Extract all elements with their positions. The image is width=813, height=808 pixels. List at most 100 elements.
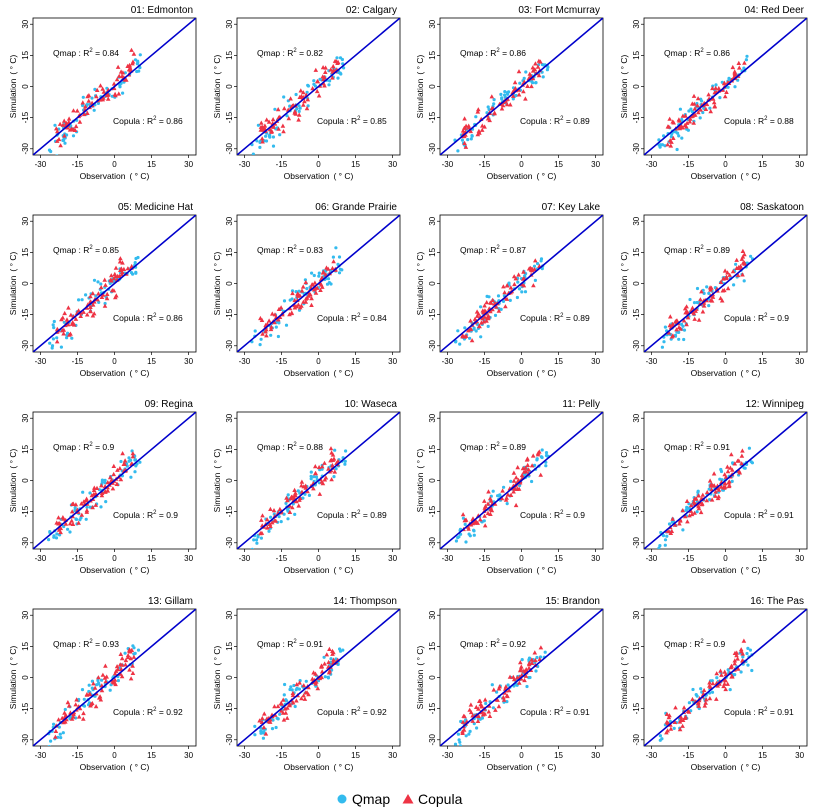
- qmap-point: [741, 655, 745, 659]
- copula-point: [322, 83, 327, 88]
- copula-point: [313, 681, 318, 686]
- copula-point: [485, 501, 491, 506]
- y-tick-label: -15: [21, 308, 30, 320]
- x-tick-label: 15: [351, 160, 360, 169]
- copula-point: [706, 92, 711, 97]
- qmap-point: [133, 261, 137, 265]
- qmap-point: [469, 137, 473, 141]
- copula-point: [531, 283, 536, 288]
- copula-point: [523, 96, 528, 101]
- copula-point: [313, 470, 318, 476]
- qmap-point: [47, 157, 50, 160]
- qmap-point: [312, 475, 316, 479]
- copula-point: [712, 103, 718, 108]
- copula-r2-note: Copula : R2 = 0.92: [317, 707, 387, 717]
- copula-point: [477, 698, 482, 703]
- copula-point: [488, 511, 493, 516]
- copula-point: [470, 713, 475, 718]
- qmap-point: [745, 54, 749, 58]
- copula-point: [740, 651, 745, 656]
- qmap-point: [100, 678, 104, 682]
- copula-point: [112, 271, 118, 276]
- qmap-point: [705, 285, 709, 289]
- copula-point: [319, 464, 325, 469]
- copula-point: [297, 293, 303, 298]
- copula-point: [674, 318, 680, 323]
- copula-point: [75, 108, 80, 113]
- one-to-one-line: [644, 215, 807, 352]
- qmap-point: [695, 510, 699, 514]
- copula-point: [737, 470, 743, 475]
- copula-point: [492, 110, 497, 115]
- copula-point: [508, 285, 514, 290]
- copula-point: [739, 461, 744, 466]
- qmap-point: [87, 683, 91, 687]
- copula-point: [272, 312, 278, 317]
- copula-point: [516, 272, 521, 277]
- qmap-point: [708, 106, 712, 110]
- qmap-point: [65, 336, 69, 340]
- panel-6: 06: Grande Prairie -30 -30 -15 -15 0 0 15 15 30 30…: [212, 202, 401, 378]
- copula-point: [677, 126, 682, 131]
- copula-point: [696, 504, 701, 509]
- qmap-r2-note: Qmap : R2 = 0.92: [460, 639, 526, 649]
- copula-point: [278, 700, 284, 705]
- qmap-point: [252, 538, 256, 542]
- copula-point: [507, 674, 513, 679]
- copula-point: [499, 106, 505, 111]
- qmap-point: [303, 278, 307, 282]
- x-tick-label: 30: [591, 751, 600, 760]
- qmap-point: [458, 744, 462, 746]
- qmap-point: [134, 256, 138, 261]
- x-axis-label: Observation( ° C): [284, 762, 354, 772]
- copula-point: [121, 266, 127, 271]
- copula-point: [275, 703, 281, 709]
- copula-point: [484, 318, 489, 323]
- x-tick-label: -30: [35, 751, 47, 760]
- copula-point: [462, 334, 468, 339]
- qmap-point: [472, 327, 476, 331]
- copula-point: [505, 492, 511, 497]
- copula-point: [89, 493, 95, 498]
- x-tick-label: -15: [276, 554, 288, 563]
- copula-point: [88, 309, 93, 314]
- copula-point: [672, 719, 678, 724]
- copula-point: [729, 452, 734, 457]
- copula-point: [268, 326, 274, 332]
- qmap-point: [505, 502, 509, 506]
- qmap-r2-note: Qmap : R2 = 0.87: [460, 245, 526, 255]
- copula-point: [735, 656, 740, 661]
- copula-point: [482, 498, 487, 503]
- qmap-point: [84, 517, 88, 521]
- qmap-point: [662, 134, 666, 138]
- copula-point: [271, 124, 276, 129]
- one-to-one-line: [644, 18, 807, 155]
- copula-point: [739, 256, 745, 261]
- qmap-point: [258, 343, 262, 347]
- qmap-point: [468, 729, 472, 734]
- copula-point: [735, 272, 741, 278]
- copula-point: [296, 112, 302, 117]
- qmap-point: [691, 687, 695, 692]
- copula-point: [482, 314, 487, 319]
- qmap-point: [338, 56, 343, 60]
- copula-point: [691, 120, 696, 125]
- one-to-one-line: [440, 609, 603, 746]
- copula-point: [681, 318, 687, 323]
- x-tick-label: 15: [147, 554, 156, 563]
- copula-point: [710, 85, 715, 91]
- plot-area: [440, 412, 603, 549]
- copula-point: [684, 322, 689, 327]
- copula-point: [66, 305, 71, 310]
- copula-point: [724, 89, 729, 94]
- copula-point: [275, 317, 281, 322]
- qmap-point: [702, 291, 706, 295]
- copula-point: [61, 118, 67, 123]
- copula-point: [300, 284, 306, 289]
- qmap-point: [534, 669, 538, 673]
- qmap-point: [460, 138, 464, 142]
- copula-point: [99, 688, 105, 693]
- qmap-point: [506, 92, 510, 96]
- y-tick-label: -15: [428, 111, 437, 123]
- qmap-point: [259, 536, 263, 540]
